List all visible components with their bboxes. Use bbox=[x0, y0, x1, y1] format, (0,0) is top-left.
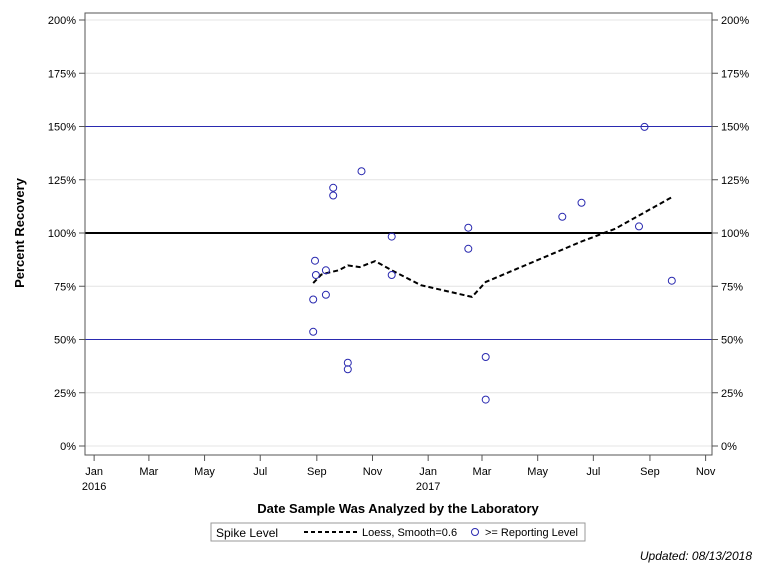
y-tick-label-right: 75% bbox=[721, 281, 743, 293]
data-point bbox=[558, 212, 567, 221]
data-point bbox=[329, 191, 338, 200]
data-point bbox=[387, 232, 396, 241]
x-tick-label: Jul bbox=[253, 466, 267, 478]
data-point bbox=[311, 256, 319, 265]
x-tick-label: Nov bbox=[363, 466, 383, 478]
x-tick-label: May bbox=[527, 466, 548, 478]
y-tick-label-right: 0% bbox=[721, 441, 737, 453]
x-tick-label: Sep bbox=[307, 466, 327, 478]
y-tick-label-right: 25% bbox=[721, 388, 743, 400]
data-point bbox=[311, 271, 320, 279]
data-point bbox=[635, 222, 643, 231]
x-axis-title: Date Sample Was Analyzed by the Laborato… bbox=[257, 501, 539, 516]
data-point bbox=[577, 198, 586, 207]
legend-title: Spike Level bbox=[216, 526, 278, 540]
y-tick-label-left: 150% bbox=[48, 122, 76, 134]
x-tick-label: Jan bbox=[419, 466, 437, 478]
data-point bbox=[464, 244, 473, 253]
x-tick-year-label: 2017 bbox=[416, 481, 440, 493]
data-point bbox=[309, 295, 318, 304]
data-point bbox=[357, 167, 366, 176]
updated-note: Updated: 08/13/2018 bbox=[639, 549, 752, 563]
series-layer bbox=[309, 122, 676, 404]
data-point bbox=[667, 276, 676, 285]
legend: Spike Level Loess, Smooth=0.6 >= Reporti… bbox=[210, 522, 586, 542]
data-point bbox=[343, 358, 352, 367]
x-tick-year-label: 2016 bbox=[82, 481, 106, 493]
legend-reporting-swatch bbox=[471, 528, 479, 536]
y-tick-label-left: 175% bbox=[48, 68, 76, 80]
data-point bbox=[321, 290, 330, 299]
data-point bbox=[481, 353, 490, 361]
x-tick-label: May bbox=[194, 466, 215, 478]
data-point bbox=[387, 271, 396, 279]
data-point bbox=[329, 183, 338, 192]
x-tick-label: Mar bbox=[473, 466, 492, 478]
x-tick-label: Sep bbox=[640, 466, 660, 478]
x-tick-label: Jan bbox=[85, 466, 103, 478]
axes-layer: 0% 0% 25% 25% 50% 50% 75% 75% 100% 100% 125% 125% 15… bbox=[48, 15, 749, 493]
x-tick-label: Jul bbox=[586, 466, 600, 478]
data-point bbox=[481, 395, 490, 404]
y-tick-label-left: 25% bbox=[54, 388, 76, 400]
y-tick-label-left: 0% bbox=[60, 441, 76, 453]
y-tick-label-right: 200% bbox=[721, 15, 749, 27]
legend-box bbox=[210, 522, 586, 542]
y-tick-label-left: 200% bbox=[48, 15, 76, 27]
y-tick-label-right: 50% bbox=[721, 335, 743, 347]
y-tick-label-right: 150% bbox=[721, 122, 749, 134]
legend-reporting-label: >= Reporting Level bbox=[485, 527, 578, 539]
data-point bbox=[309, 327, 318, 336]
y-tick-label-right: 175% bbox=[721, 68, 749, 80]
data-point bbox=[464, 223, 473, 232]
data-point bbox=[321, 266, 330, 275]
legend-loess-label: Loess, Smooth=0.6 bbox=[362, 527, 457, 539]
y-tick-label-left: 125% bbox=[48, 175, 76, 187]
y-tick-label-left: 50% bbox=[54, 335, 76, 347]
data-point bbox=[640, 122, 649, 131]
y-tick-label-right: 100% bbox=[721, 228, 749, 240]
y-tick-label-right: 125% bbox=[721, 175, 749, 187]
x-tick-label: Nov bbox=[696, 466, 716, 478]
x-tick-label: Mar bbox=[139, 466, 158, 478]
y-tick-label-left: 100% bbox=[48, 228, 76, 240]
reference-line-layer bbox=[85, 126, 712, 340]
y-tick-label-left: 75% bbox=[54, 281, 76, 293]
y-axis-title: Percent Recovery bbox=[12, 177, 27, 288]
plot-frame bbox=[84, 12, 713, 456]
